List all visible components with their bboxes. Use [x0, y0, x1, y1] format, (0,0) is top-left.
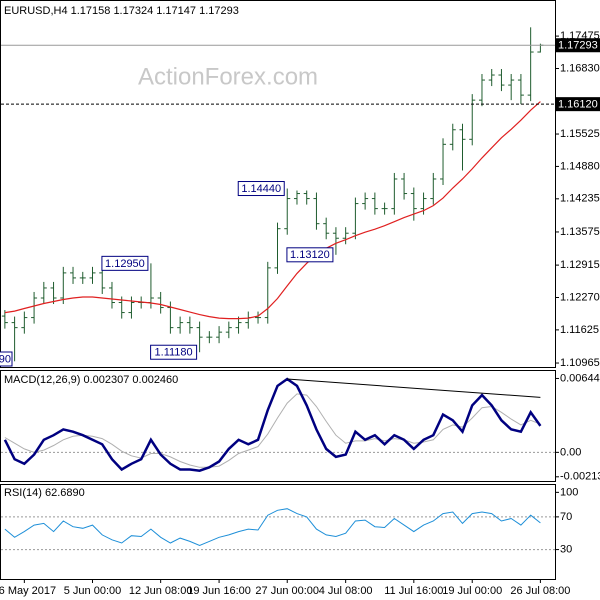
- y-tick-label: 1.10965: [560, 357, 600, 369]
- y-tick-label: 30: [560, 543, 572, 555]
- y-tick-label: 70: [560, 511, 572, 523]
- annotation-box: [101, 255, 149, 271]
- y-tick-label: 1.11625: [560, 324, 599, 336]
- x-tick-label: 27 Jun 00:00: [255, 585, 319, 597]
- clipped-annotation: 90: [0, 353, 11, 365]
- annotation-box: [286, 247, 334, 263]
- y-tick-label: 1.12270: [560, 291, 600, 303]
- y-tick-label: 1.13575: [560, 226, 600, 238]
- annotation-label: 1.14440: [241, 183, 281, 195]
- x-tick-label: 26 May 2017: [0, 585, 56, 597]
- y-tick-label: 0.006449: [560, 372, 600, 384]
- clipped-annotation-box: [0, 351, 13, 367]
- x-tick-label: 11 Jul 16:00: [384, 585, 443, 597]
- moving-average: [4, 101, 541, 320]
- rsi-panel: [0, 484, 556, 580]
- x-tick-label: 12 Jun 08:00: [129, 585, 193, 597]
- annotation-label: 1.11180: [155, 347, 193, 359]
- annotation-box: [237, 181, 285, 197]
- macd-line: [4, 393, 541, 468]
- macd-line: [3, 377, 542, 472]
- x-tick-label: 5 Jun 00:00: [64, 585, 122, 597]
- y-tick-label: 1.12915: [560, 259, 600, 271]
- price-box: [556, 97, 600, 112]
- price-box: [556, 38, 600, 53]
- x-tick-label: 19 Jul 00:00: [442, 585, 502, 597]
- annotation-label: 1.12950: [105, 258, 145, 270]
- macd-panel: [0, 370, 556, 482]
- trendline: [287, 378, 541, 398]
- chart-title: EURUSD,H4 1.17158 1.17324 1.17147 1.1729…: [4, 5, 239, 17]
- y-tick-label: 1.15525: [560, 128, 600, 140]
- price-label: 1.16120: [558, 99, 598, 111]
- x-tick-label: 26 Jul 08:00: [510, 585, 570, 597]
- rsi-title: RSI(14) 62.6890: [4, 487, 85, 499]
- y-tick-label: 1.14880: [560, 160, 600, 172]
- line: [4, 508, 541, 547]
- x-tick-label: 19 Jun 16:00: [187, 585, 251, 597]
- y-tick-label: 1.16830: [560, 62, 600, 74]
- main-panel: [0, 0, 556, 368]
- x-tick-label: 4 Jul 08:00: [319, 585, 373, 597]
- macd-title: MACD(12,26,9) 0.002307 0.002460: [4, 374, 178, 386]
- annotation-label: 1.13120: [290, 249, 330, 261]
- y-tick-label: 1.14235: [560, 193, 600, 205]
- watermark: ActionForex.com: [138, 63, 318, 90]
- annotation-box: [150, 344, 198, 360]
- y-tick-label: 0.00: [560, 446, 581, 458]
- y-tick-label: -0.002134: [560, 471, 600, 483]
- y-tick-label: 100: [560, 486, 578, 498]
- price-label: 1.17293: [558, 40, 598, 52]
